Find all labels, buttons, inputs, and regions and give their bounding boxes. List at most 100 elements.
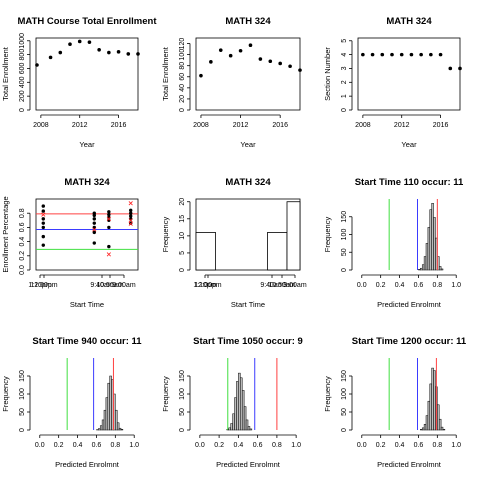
y-axis-label: Frequency <box>323 376 332 412</box>
histogram-bar <box>433 370 436 431</box>
x-tick-label: 2008 <box>355 122 371 129</box>
y-axis-label: Frequency <box>161 217 170 253</box>
x-tick-label: 0.0 <box>357 282 367 289</box>
x-axis-label: Predicted Enrolmnt <box>377 300 442 309</box>
data-point <box>68 42 72 47</box>
x-tick-label: 0.4 <box>73 442 83 449</box>
y-tick-label: 3 <box>341 66 348 70</box>
y-tick-label: 0 <box>341 108 348 112</box>
data-point <box>41 225 45 230</box>
x-tick-label: 0.8 <box>110 442 120 449</box>
data-point-x <box>128 221 133 226</box>
data-point <box>107 225 111 230</box>
plot-frame <box>35 37 139 111</box>
histogram-bar <box>431 203 434 271</box>
y-tick-label: 20 <box>179 95 186 103</box>
data-point <box>41 234 45 239</box>
y-tick-label: 150 <box>179 370 186 382</box>
data-point <box>268 59 273 64</box>
histogram-bar <box>437 404 440 431</box>
data-point <box>458 66 462 71</box>
data-point <box>370 52 375 57</box>
x-tick-label: 1:10pm <box>193 282 217 289</box>
x-tick-label: 1.0 <box>451 282 461 289</box>
data-point <box>41 221 45 225</box>
histogram-bar <box>195 232 216 271</box>
x-tick-label: 9:40am <box>260 282 284 289</box>
y-tick-label: 100 <box>179 49 186 61</box>
chart-panel-9: Start Time 1200 occur: 11 0 50 100 150 0.0 0.2… <box>323 336 467 469</box>
y-tick-label: 0 <box>179 428 186 432</box>
y-tick-label: 1 <box>341 94 348 98</box>
histogram-bar <box>418 269 421 271</box>
y-tick-label: 0.8 <box>19 208 26 218</box>
data-point <box>409 52 414 57</box>
data-point <box>97 47 101 52</box>
y-tick-label: 50 <box>341 408 348 416</box>
y-tick-label: 150 <box>341 370 348 382</box>
y-tick-label: 600 <box>19 63 26 75</box>
x-tick-label: 0.6 <box>253 442 263 449</box>
histogram-bar <box>249 428 253 431</box>
data-point <box>429 52 433 57</box>
y-tick-label: 50 <box>179 408 186 416</box>
plot-frame <box>35 198 139 271</box>
data-point <box>136 52 140 56</box>
histogram-bar <box>420 429 423 431</box>
data-point <box>199 73 203 78</box>
data-point <box>92 221 96 225</box>
y-tick-label: 800 <box>19 49 26 61</box>
data-point <box>92 217 96 221</box>
y-tick-label: 150 <box>341 211 348 223</box>
x-axis-label: Year <box>401 140 417 149</box>
histogram-bar <box>241 390 245 431</box>
data-point <box>248 43 253 47</box>
x-tick-label: 0.8 <box>432 282 442 289</box>
chart-panel-8: Start Time 1050 occur: 9 0 50 100 150 0.0 0.2 0… <box>161 336 303 469</box>
data-point <box>399 52 404 57</box>
data-point <box>107 210 111 214</box>
x-tick-label: 2016 <box>272 122 288 129</box>
x-tick-label: 0.6 <box>414 282 424 289</box>
x-tick-label: 0.2 <box>54 442 64 449</box>
histogram-bar <box>243 406 247 431</box>
histogram-bar <box>427 400 431 431</box>
chart-title: Start Time 1050 occur: 9 <box>193 336 303 347</box>
histogram-bar <box>118 427 122 431</box>
x-tick-label: 1.0 <box>129 442 139 449</box>
data-point <box>288 64 292 69</box>
data-point <box>107 212 111 217</box>
histogram-bar <box>286 201 301 271</box>
y-tick-label: 0 <box>179 268 186 272</box>
histogram-bar <box>101 419 105 431</box>
y-tick-label: 0 <box>179 108 186 112</box>
data-point <box>92 241 96 245</box>
x-tick-label: 10:50am <box>96 282 123 289</box>
data-point <box>92 213 96 218</box>
data-point <box>48 55 53 60</box>
x-tick-label: 1:10pm <box>28 282 52 289</box>
data-point <box>228 53 233 58</box>
x-tick-label: 2008 <box>193 122 209 129</box>
y-axis-label: Enrollment Percentage <box>1 196 10 272</box>
y-tick-label: 5 <box>341 39 348 43</box>
data-point <box>107 244 111 249</box>
x-tick-label: 0.0 <box>35 442 45 449</box>
chart-panel-7: Start Time 940 occur: 11 0 50 100 150 0.0 0.2 0… <box>1 336 142 469</box>
data-point <box>361 52 365 57</box>
x-tick-label: 0.8 <box>272 442 282 449</box>
y-tick-label: 0 <box>19 108 26 112</box>
histogram-bar <box>103 409 107 431</box>
y-tick-label: 60 <box>179 73 186 81</box>
x-tick-label: 12:00pm <box>30 282 57 289</box>
x-tick-label: 0.4 <box>234 442 244 449</box>
x-tick-label: 0.0 <box>357 442 367 449</box>
y-tick-label: 0.0 <box>19 265 26 275</box>
data-point <box>209 60 213 64</box>
data-point <box>438 52 443 57</box>
data-point <box>218 48 223 52</box>
y-tick-label: 100 <box>19 388 26 400</box>
y-tick-label: 0 <box>341 268 348 272</box>
